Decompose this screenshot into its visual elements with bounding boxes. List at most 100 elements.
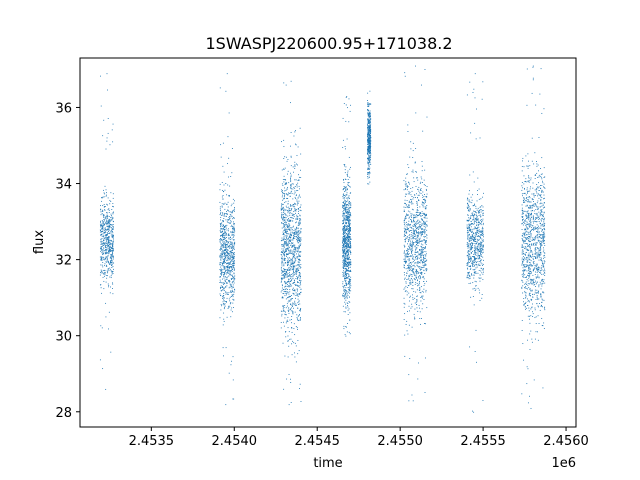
data-point <box>411 190 413 192</box>
data-point <box>299 283 301 285</box>
data-point <box>483 192 484 194</box>
data-point <box>296 288 298 290</box>
data-point <box>289 267 291 269</box>
data-point <box>475 246 477 248</box>
data-point <box>286 284 288 285</box>
data-point <box>404 75 406 77</box>
data-point <box>285 272 287 274</box>
data-point <box>299 218 300 220</box>
data-point <box>416 215 418 216</box>
data-point <box>348 301 350 302</box>
data-point <box>410 278 412 280</box>
data-point <box>225 234 227 236</box>
data-point <box>229 305 231 307</box>
data-point <box>280 327 282 329</box>
data-point <box>286 245 288 246</box>
data-point <box>286 253 288 255</box>
data-point <box>298 285 300 287</box>
data-point <box>229 280 231 282</box>
data-point <box>233 282 235 284</box>
data-point <box>112 293 114 295</box>
data-point <box>349 186 351 188</box>
data-point <box>281 278 282 280</box>
data-point <box>349 236 351 238</box>
data-point <box>346 188 348 190</box>
data-point <box>297 282 298 284</box>
data-point <box>343 212 345 214</box>
data-point <box>229 239 231 241</box>
data-point <box>404 234 405 236</box>
data-point <box>225 241 227 243</box>
data-point <box>288 296 290 297</box>
data-point <box>369 110 371 112</box>
data-point <box>420 292 422 294</box>
data-point <box>229 281 231 283</box>
data-point <box>422 275 424 277</box>
data-point <box>290 249 291 251</box>
data-point <box>342 239 344 241</box>
data-point <box>289 272 290 274</box>
data-point <box>227 246 229 248</box>
data-point <box>348 233 350 235</box>
data-point <box>466 232 468 233</box>
data-point <box>403 227 405 229</box>
data-point <box>346 201 348 203</box>
data-point <box>416 289 418 291</box>
data-point <box>406 250 408 252</box>
data-point <box>406 260 407 262</box>
data-point <box>408 400 410 402</box>
data-point <box>367 92 369 94</box>
data-point <box>282 289 284 290</box>
data-point <box>405 188 407 189</box>
data-point <box>227 265 229 267</box>
data-point <box>284 242 286 243</box>
data-point <box>283 257 285 259</box>
data-point <box>298 176 300 178</box>
data-point <box>404 239 406 241</box>
data-point <box>287 170 289 172</box>
data-point <box>224 238 226 240</box>
data-point <box>344 225 346 227</box>
data-point <box>290 310 292 312</box>
data-point <box>112 234 114 236</box>
data-point <box>101 249 103 251</box>
data-point <box>419 232 421 234</box>
data-point <box>220 243 222 245</box>
data-point <box>348 238 350 240</box>
data-point <box>106 238 108 240</box>
data-point <box>408 205 410 207</box>
data-point <box>343 328 345 330</box>
data-point <box>222 247 224 249</box>
data-point <box>343 259 345 260</box>
data-point <box>290 156 292 158</box>
data-point <box>348 261 350 263</box>
data-point <box>423 195 425 197</box>
data-point <box>423 212 425 214</box>
data-point <box>419 224 420 226</box>
data-point <box>226 269 227 271</box>
data-point <box>224 252 226 254</box>
data-point <box>224 280 226 282</box>
data-point <box>224 212 226 214</box>
data-point <box>286 276 288 278</box>
data-point <box>421 211 423 213</box>
data-point <box>99 274 101 276</box>
data-point <box>415 171 417 172</box>
data-point <box>421 272 423 274</box>
data-point <box>347 303 349 304</box>
data-point <box>113 206 114 208</box>
data-point <box>233 247 235 249</box>
data-point <box>285 236 287 238</box>
data-point <box>104 269 106 271</box>
data-point <box>421 251 423 253</box>
data-point <box>230 243 232 245</box>
data-point <box>300 153 302 155</box>
data-point <box>282 244 284 246</box>
data-point <box>349 229 351 230</box>
data-point <box>417 251 419 253</box>
data-point <box>414 245 416 247</box>
data-point <box>229 216 230 217</box>
data-point <box>290 185 292 186</box>
data-point <box>369 133 371 135</box>
data-point <box>233 277 235 279</box>
